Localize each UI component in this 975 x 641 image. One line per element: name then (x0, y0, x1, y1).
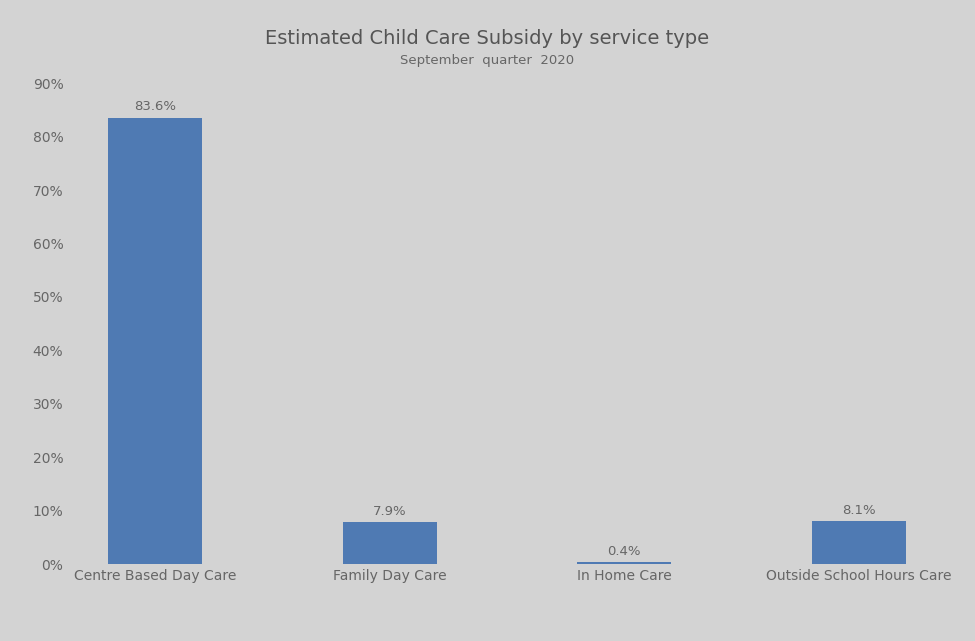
Text: Estimated Child Care Subsidy by service type: Estimated Child Care Subsidy by service … (265, 29, 710, 48)
Bar (108, 117, 202, 564)
Text: 8.1%: 8.1% (842, 504, 876, 517)
Text: September  quarter  2020: September quarter 2020 (401, 54, 574, 67)
Text: 83.6%: 83.6% (134, 100, 176, 113)
Bar (343, 522, 437, 564)
Text: 0.4%: 0.4% (607, 545, 642, 558)
Bar (812, 520, 906, 564)
Bar (577, 562, 671, 564)
Text: 7.9%: 7.9% (372, 504, 407, 518)
